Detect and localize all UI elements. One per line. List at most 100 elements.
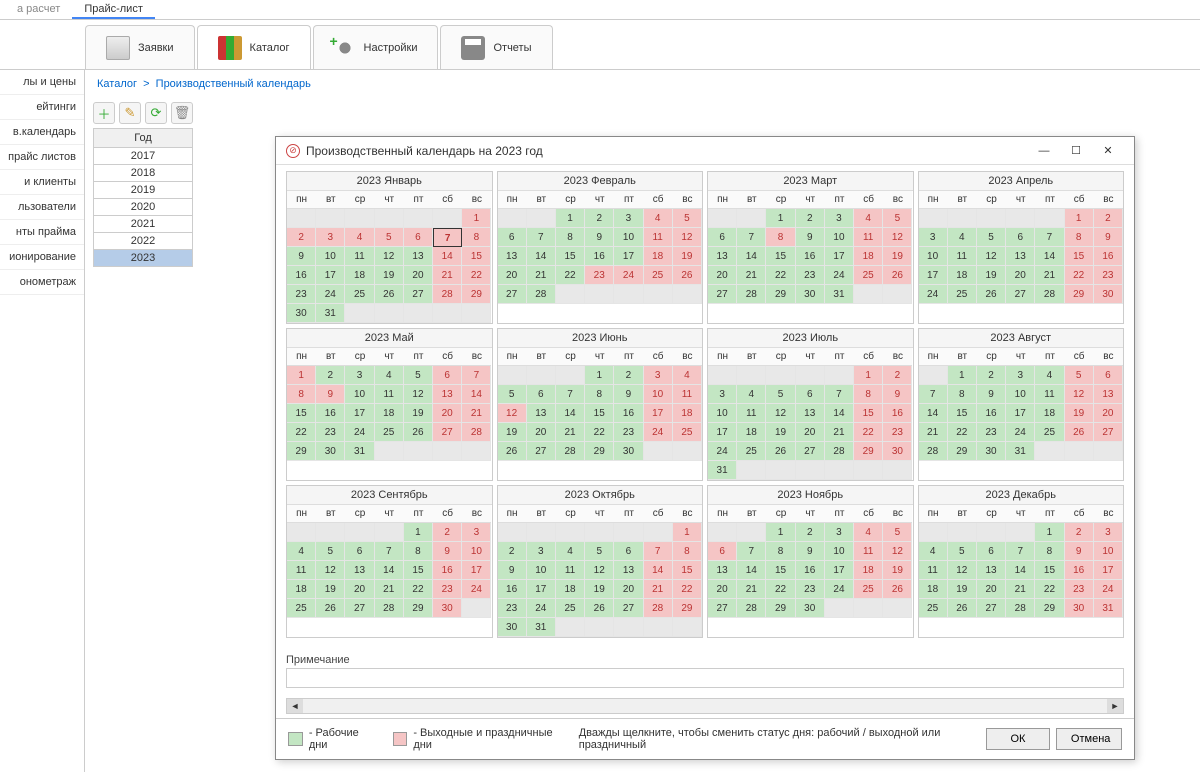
year-item[interactable]: 2023	[93, 250, 193, 267]
day-cell[interactable]: 19	[1065, 404, 1094, 423]
day-cell[interactable]: 29	[1065, 285, 1094, 304]
day-cell[interactable]: 3	[1094, 523, 1123, 542]
day-cell[interactable]: 31	[527, 618, 556, 637]
day-cell[interactable]: 14	[433, 247, 462, 266]
breadcrumb-link[interactable]: Каталог	[97, 78, 137, 90]
day-cell[interactable]: 9	[1094, 228, 1123, 247]
day-cell[interactable]: 2	[433, 523, 462, 542]
day-cell[interactable]: 12	[883, 228, 912, 247]
day-cell[interactable]: 20	[527, 423, 556, 442]
day-cell[interactable]: 15	[404, 561, 433, 580]
day-cell[interactable]: 15	[1065, 247, 1094, 266]
day-cell[interactable]: 17	[527, 580, 556, 599]
day-cell[interactable]: 28	[462, 423, 491, 442]
day-cell[interactable]: 16	[796, 561, 825, 580]
day-cell[interactable]: 23	[977, 423, 1006, 442]
day-cell[interactable]: 22	[1065, 266, 1094, 285]
day-cell[interactable]: 15	[766, 561, 795, 580]
day-cell[interactable]: 7	[375, 542, 404, 561]
day-cell[interactable]: 28	[737, 285, 766, 304]
ok-button[interactable]: ОК	[986, 728, 1050, 750]
day-cell[interactable]: 9	[287, 247, 316, 266]
day-cell[interactable]: 16	[796, 247, 825, 266]
day-cell[interactable]: 27	[345, 599, 374, 618]
day-cell[interactable]: 2	[977, 366, 1006, 385]
day-cell[interactable]: 6	[1006, 228, 1035, 247]
day-cell[interactable]: 20	[977, 580, 1006, 599]
day-cell[interactable]: 3	[825, 209, 854, 228]
day-cell[interactable]: 26	[498, 442, 527, 461]
sidebar-item[interactable]: прайс листов	[0, 145, 84, 170]
day-cell[interactable]: 3	[462, 523, 491, 542]
day-cell[interactable]: 11	[919, 561, 948, 580]
maximize-button[interactable]: ☐	[1060, 139, 1092, 163]
day-cell[interactable]: 29	[462, 285, 491, 304]
day-cell[interactable]: 15	[854, 404, 883, 423]
day-cell[interactable]: 2	[498, 542, 527, 561]
day-cell[interactable]: 13	[1006, 247, 1035, 266]
day-cell[interactable]: 20	[404, 266, 433, 285]
day-cell[interactable]: 28	[919, 442, 948, 461]
day-cell[interactable]: 14	[527, 247, 556, 266]
day-cell[interactable]: 6	[977, 542, 1006, 561]
day-cell[interactable]: 30	[1094, 285, 1123, 304]
day-cell[interactable]: 18	[854, 247, 883, 266]
day-cell[interactable]: 12	[498, 404, 527, 423]
day-cell[interactable]: 5	[375, 228, 404, 247]
day-cell[interactable]: 19	[316, 580, 345, 599]
day-cell[interactable]: 20	[614, 580, 643, 599]
day-cell[interactable]: 23	[498, 599, 527, 618]
day-cell[interactable]: 14	[375, 561, 404, 580]
day-cell[interactable]: 30	[796, 599, 825, 618]
sidebar-item[interactable]: онометраж	[0, 270, 84, 295]
day-cell[interactable]: 12	[585, 561, 614, 580]
day-cell[interactable]: 1	[556, 209, 585, 228]
day-cell[interactable]: 3	[345, 366, 374, 385]
day-cell[interactable]: 22	[854, 423, 883, 442]
day-cell[interactable]: 27	[1094, 423, 1123, 442]
day-cell[interactable]: 26	[673, 266, 702, 285]
day-cell[interactable]: 24	[614, 266, 643, 285]
day-cell[interactable]: 3	[708, 385, 737, 404]
day-cell[interactable]: 13	[433, 385, 462, 404]
day-cell[interactable]: 21	[737, 266, 766, 285]
day-cell[interactable]: 1	[1065, 209, 1094, 228]
day-cell[interactable]: 30	[883, 442, 912, 461]
day-cell[interactable]: 8	[404, 542, 433, 561]
day-cell[interactable]: 5	[1065, 366, 1094, 385]
day-cell[interactable]: 13	[977, 561, 1006, 580]
day-cell[interactable]: 22	[766, 266, 795, 285]
day-cell[interactable]: 8	[948, 385, 977, 404]
day-cell[interactable]: 24	[462, 580, 491, 599]
day-cell[interactable]: 13	[796, 404, 825, 423]
day-cell[interactable]: 9	[977, 385, 1006, 404]
day-cell[interactable]: 10	[919, 247, 948, 266]
day-cell[interactable]: 31	[316, 304, 345, 323]
day-cell[interactable]: 16	[1094, 247, 1123, 266]
day-cell[interactable]: 14	[737, 247, 766, 266]
day-cell[interactable]: 2	[1094, 209, 1123, 228]
day-cell[interactable]: 11	[556, 561, 585, 580]
day-cell[interactable]: 6	[708, 228, 737, 247]
close-button[interactable]: ✕	[1092, 139, 1124, 163]
day-cell[interactable]: 21	[737, 580, 766, 599]
day-cell[interactable]: 3	[1006, 366, 1035, 385]
day-cell[interactable]: 1	[585, 366, 614, 385]
day-cell[interactable]: 19	[766, 423, 795, 442]
day-cell[interactable]: 16	[614, 404, 643, 423]
day-cell[interactable]: 15	[766, 247, 795, 266]
day-cell[interactable]: 12	[766, 404, 795, 423]
day-cell[interactable]: 10	[527, 561, 556, 580]
sidebar-item[interactable]: льзователи	[0, 195, 84, 220]
day-cell[interactable]: 8	[556, 228, 585, 247]
day-cell[interactable]: 25	[375, 423, 404, 442]
day-cell[interactable]: 21	[556, 423, 585, 442]
day-cell[interactable]: 30	[498, 618, 527, 637]
day-cell[interactable]: 28	[644, 599, 673, 618]
delete-button[interactable]: 🗑	[171, 102, 193, 124]
day-cell[interactable]: 11	[345, 247, 374, 266]
add-button[interactable]: ＋	[93, 102, 115, 124]
day-cell[interactable]: 26	[766, 442, 795, 461]
day-cell[interactable]: 19	[883, 561, 912, 580]
day-cell[interactable]: 18	[737, 423, 766, 442]
